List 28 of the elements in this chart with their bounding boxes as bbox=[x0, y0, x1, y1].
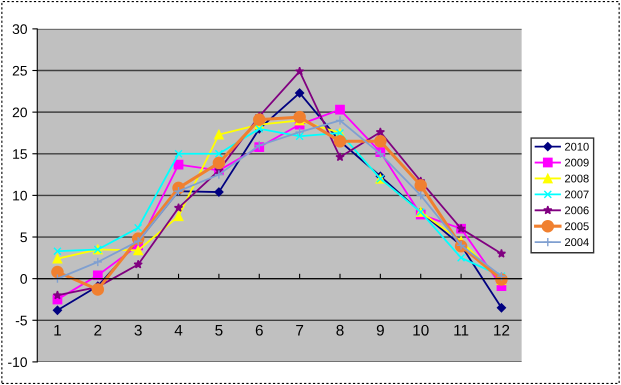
legend-label: 2007 bbox=[565, 190, 589, 198]
y-tick-label: -10 bbox=[8, 357, 27, 368]
x-tick-label: 12 bbox=[494, 324, 510, 336]
y-tick-label: -5 bbox=[16, 316, 27, 326]
y-tick-label: 0 bbox=[20, 274, 27, 284]
x-tick-label: 8 bbox=[336, 324, 344, 336]
y-tick-label: 25 bbox=[12, 66, 27, 76]
legend-label: 2009 bbox=[565, 158, 589, 167]
y-tick-label: 5 bbox=[20, 232, 27, 242]
x-tick-label: 11 bbox=[454, 324, 468, 336]
x-tick-label: 5 bbox=[215, 324, 223, 336]
y-tick-label: 10 bbox=[13, 190, 27, 201]
legend-label: 2008 bbox=[565, 174, 589, 182]
legend-label: 2004 bbox=[565, 238, 589, 246]
x-tick-label: 9 bbox=[376, 324, 384, 336]
x-tick-label: 3 bbox=[134, 324, 142, 336]
y-tick-label: 20 bbox=[12, 107, 27, 118]
legend-label: 2010 bbox=[565, 142, 589, 151]
x-tick-label: 6 bbox=[256, 324, 263, 336]
x-tick-label: 4 bbox=[174, 324, 182, 336]
y-tick-label: 15 bbox=[13, 149, 27, 159]
x-tick-label: 2 bbox=[94, 324, 102, 336]
y-tick-label: 30 bbox=[12, 24, 27, 34]
legend-label: 2006 bbox=[565, 206, 589, 214]
x-tick-label: 10 bbox=[413, 324, 429, 336]
x-tick-label: 7 bbox=[296, 324, 304, 336]
legend-label: 2005 bbox=[565, 222, 589, 230]
x-tick-label: 1 bbox=[54, 324, 61, 336]
